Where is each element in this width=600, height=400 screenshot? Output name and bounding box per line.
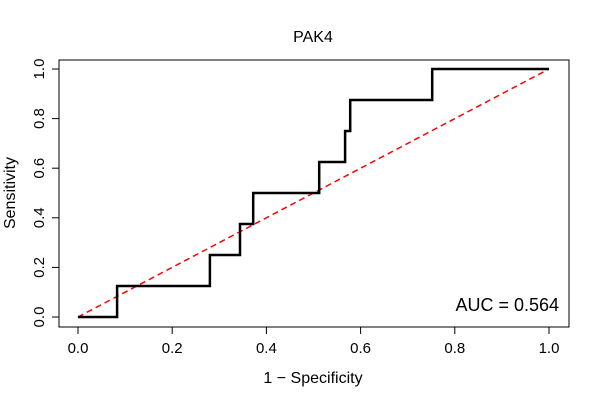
series-layer <box>77 67 550 319</box>
x-tick-label: 0.0 <box>68 340 89 357</box>
roc-curve-line <box>78 67 549 319</box>
chart-title: PAK4 <box>293 29 333 46</box>
y-tick-label: 0.8 <box>31 108 48 129</box>
x-tick-label: 0.4 <box>256 340 277 357</box>
x-tick-label: 0.8 <box>444 340 465 357</box>
y-axis-label: Sensitivity <box>2 157 19 229</box>
y-tick-label: 1.0 <box>31 59 48 80</box>
x-axis-label: 1 − Specificity <box>263 370 362 387</box>
x-tick-label: 0.2 <box>162 340 183 357</box>
y-tick-label: 0.0 <box>31 307 48 328</box>
x-tick-label: 1.0 <box>539 340 560 357</box>
y-axis: 0.0 0.2 0.4 0.6 0.8 1.0 <box>31 59 60 328</box>
x-axis: 0.0 0.2 0.4 0.6 0.8 1.0 <box>68 326 560 357</box>
y-tick-label: 0.4 <box>31 207 48 228</box>
auc-annotation: AUC = 0.564 <box>455 295 559 315</box>
y-tick-label: 0.2 <box>31 257 48 278</box>
x-tick-label: 0.6 <box>350 340 371 357</box>
reference-diagonal-line <box>77 68 550 318</box>
y-tick-label: 0.6 <box>31 158 48 179</box>
